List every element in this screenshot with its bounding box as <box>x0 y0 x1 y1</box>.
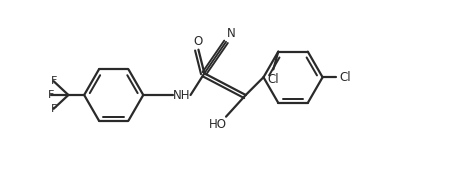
Text: NH: NH <box>173 89 191 102</box>
Text: N: N <box>227 27 235 40</box>
Text: O: O <box>194 35 203 48</box>
Text: F: F <box>50 104 57 114</box>
Text: Cl: Cl <box>340 71 351 84</box>
Text: F: F <box>48 90 54 100</box>
Text: F: F <box>50 76 57 86</box>
Text: HO: HO <box>209 118 227 131</box>
Text: Cl: Cl <box>267 73 279 86</box>
